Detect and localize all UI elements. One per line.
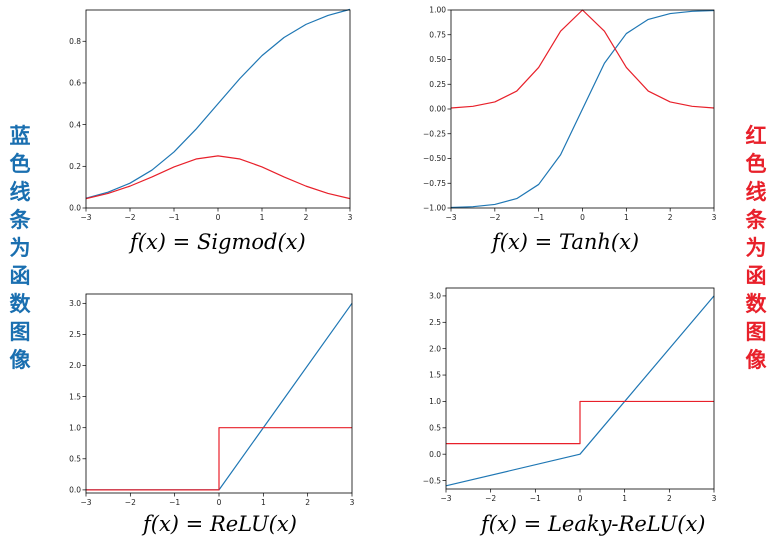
right-label-char: 红 — [745, 123, 767, 148]
right-label-char: 条 — [745, 207, 767, 232]
y-tick-label: −0.50 — [423, 154, 446, 163]
series-line-red — [85, 155, 351, 200]
y-tick-label: 0.2 — [69, 162, 81, 171]
caption-leaky-relu: f(x) = Leaky-ReLU(x) — [481, 512, 706, 536]
series-line-red — [86, 427, 352, 491]
y-tick-label: 0.0 — [69, 486, 81, 495]
left-label-char: 条 — [9, 207, 31, 232]
x-tick-label: 2 — [667, 494, 672, 503]
right-label-char: 为 — [745, 235, 767, 260]
plot-frame — [445, 287, 715, 490]
right-side-label: 红色线条为函数图像 — [742, 122, 770, 374]
left-label-char: 线 — [9, 179, 31, 204]
x-tick-label: 3 — [712, 213, 717, 222]
plot-relu: −3 −2 −1 0 1 2 3 0.0 0.5 1.0 1.5 2.0 2.5 3.0 — [69, 293, 355, 507]
right-label-char: 函 — [745, 263, 767, 288]
x-tick-label: −3 — [80, 498, 91, 507]
series-line-red — [450, 9, 715, 109]
x-tick-label: −1 — [169, 498, 180, 507]
left-label-char: 图 — [9, 319, 31, 344]
y-tick-label: 3.0 — [69, 299, 81, 308]
y-tick-label: 0.00 — [429, 105, 446, 114]
right-label-char: 色 — [745, 151, 767, 176]
left-label-char: 像 — [9, 347, 31, 372]
y-tick-label: 3.0 — [429, 292, 441, 301]
y-tick-label: −0.75 — [423, 179, 446, 188]
x-tick-label: 1 — [261, 498, 266, 507]
x-tick-label: 0 — [580, 213, 585, 222]
x-tick-label: −1 — [168, 213, 179, 222]
plot-leaky-relu: −3 −2 −1 0 1 2 3 −0.5 0.0 0.5 1.0 1.5 2.0 2.5 3.0 — [423, 287, 717, 503]
y-tick-label: 0.25 — [429, 80, 446, 89]
x-tick-label: 3 — [712, 494, 717, 503]
x-tick-label: −3 — [80, 213, 91, 222]
left-side-label: 蓝色线条为函数图像 — [6, 122, 34, 374]
y-tick-label: 0.4 — [69, 120, 81, 129]
x-tick-label: −3 — [440, 494, 451, 503]
x-tick-label: 0 — [578, 494, 583, 503]
left-label-char: 为 — [9, 235, 31, 260]
right-label-char: 像 — [745, 347, 767, 372]
caption-relu: f(x) = ReLU(x) — [143, 512, 297, 536]
x-tick-label: 0 — [217, 498, 222, 507]
y-tick-label: 0.50 — [429, 55, 446, 64]
plot-sigmoid: −3 −2 −1 0 1 2 3 0.0 0.2 0.4 0.6 0.8 — [69, 8, 353, 222]
x-tick-label: −2 — [485, 494, 496, 503]
x-tick-label: −2 — [125, 498, 136, 507]
caption-sigmoid: f(x) = Sigmod(x) — [130, 230, 306, 254]
y-tick-label: −0.5 — [423, 476, 441, 485]
series-line-blue — [445, 295, 715, 487]
y-tick-label: 0.8 — [69, 37, 81, 46]
x-tick-label: −1 — [533, 213, 544, 222]
plot-tanh: −3 −2 −1 0 1 2 3 −1.00 −0.75 −0.50 −0.25 0.00 0.25 0.… — [423, 6, 717, 222]
y-tick-label: 2.0 — [69, 361, 81, 370]
y-tick-label: 1.00 — [429, 6, 446, 15]
y-tick-label: 2.5 — [69, 330, 81, 339]
y-tick-label: −1.00 — [423, 204, 446, 213]
right-label-char: 图 — [745, 319, 767, 344]
y-tick-label: −0.25 — [423, 129, 446, 138]
x-tick-label: −3 — [445, 213, 456, 222]
y-tick-label: 0.5 — [429, 424, 441, 433]
x-tick-label: 2 — [305, 498, 310, 507]
x-tick-label: 3 — [348, 213, 353, 222]
x-tick-label: 1 — [260, 213, 265, 222]
y-tick-label: 1.0 — [69, 423, 81, 432]
y-tick-label: 1.5 — [69, 392, 81, 401]
y-tick-label: 1.5 — [429, 371, 441, 380]
plot-frame — [85, 9, 351, 209]
y-tick-label: 0.0 — [429, 450, 441, 459]
x-tick-label: 3 — [350, 498, 355, 507]
y-tick-label: 0.6 — [69, 79, 81, 88]
series-line-blue — [85, 8, 351, 199]
x-tick-label: −2 — [489, 213, 500, 222]
left-label-char: 色 — [9, 151, 31, 176]
x-tick-label: 1 — [622, 494, 627, 503]
x-tick-label: −2 — [124, 213, 135, 222]
y-tick-label: 0.5 — [69, 454, 81, 463]
right-label-char: 数 — [745, 291, 767, 316]
series-line-blue — [450, 9, 715, 209]
x-tick-label: 0 — [216, 213, 221, 222]
left-label-char: 函 — [9, 263, 31, 288]
x-tick-label: 2 — [304, 213, 309, 222]
y-tick-label: 0.75 — [429, 30, 446, 39]
y-tick-label: 0.0 — [69, 204, 81, 213]
x-tick-label: −1 — [530, 494, 541, 503]
y-tick-label: 2.5 — [429, 318, 441, 327]
left-label-char: 数 — [9, 291, 31, 316]
caption-tanh: f(x) = Tanh(x) — [492, 230, 640, 254]
left-label-char: 蓝 — [9, 123, 31, 148]
x-tick-label: 2 — [668, 213, 673, 222]
series-line-red — [446, 400, 714, 445]
right-label-char: 线 — [745, 179, 767, 204]
x-tick-label: 1 — [624, 213, 629, 222]
y-tick-label: 1.0 — [429, 397, 441, 406]
y-tick-label: 2.0 — [429, 344, 441, 353]
